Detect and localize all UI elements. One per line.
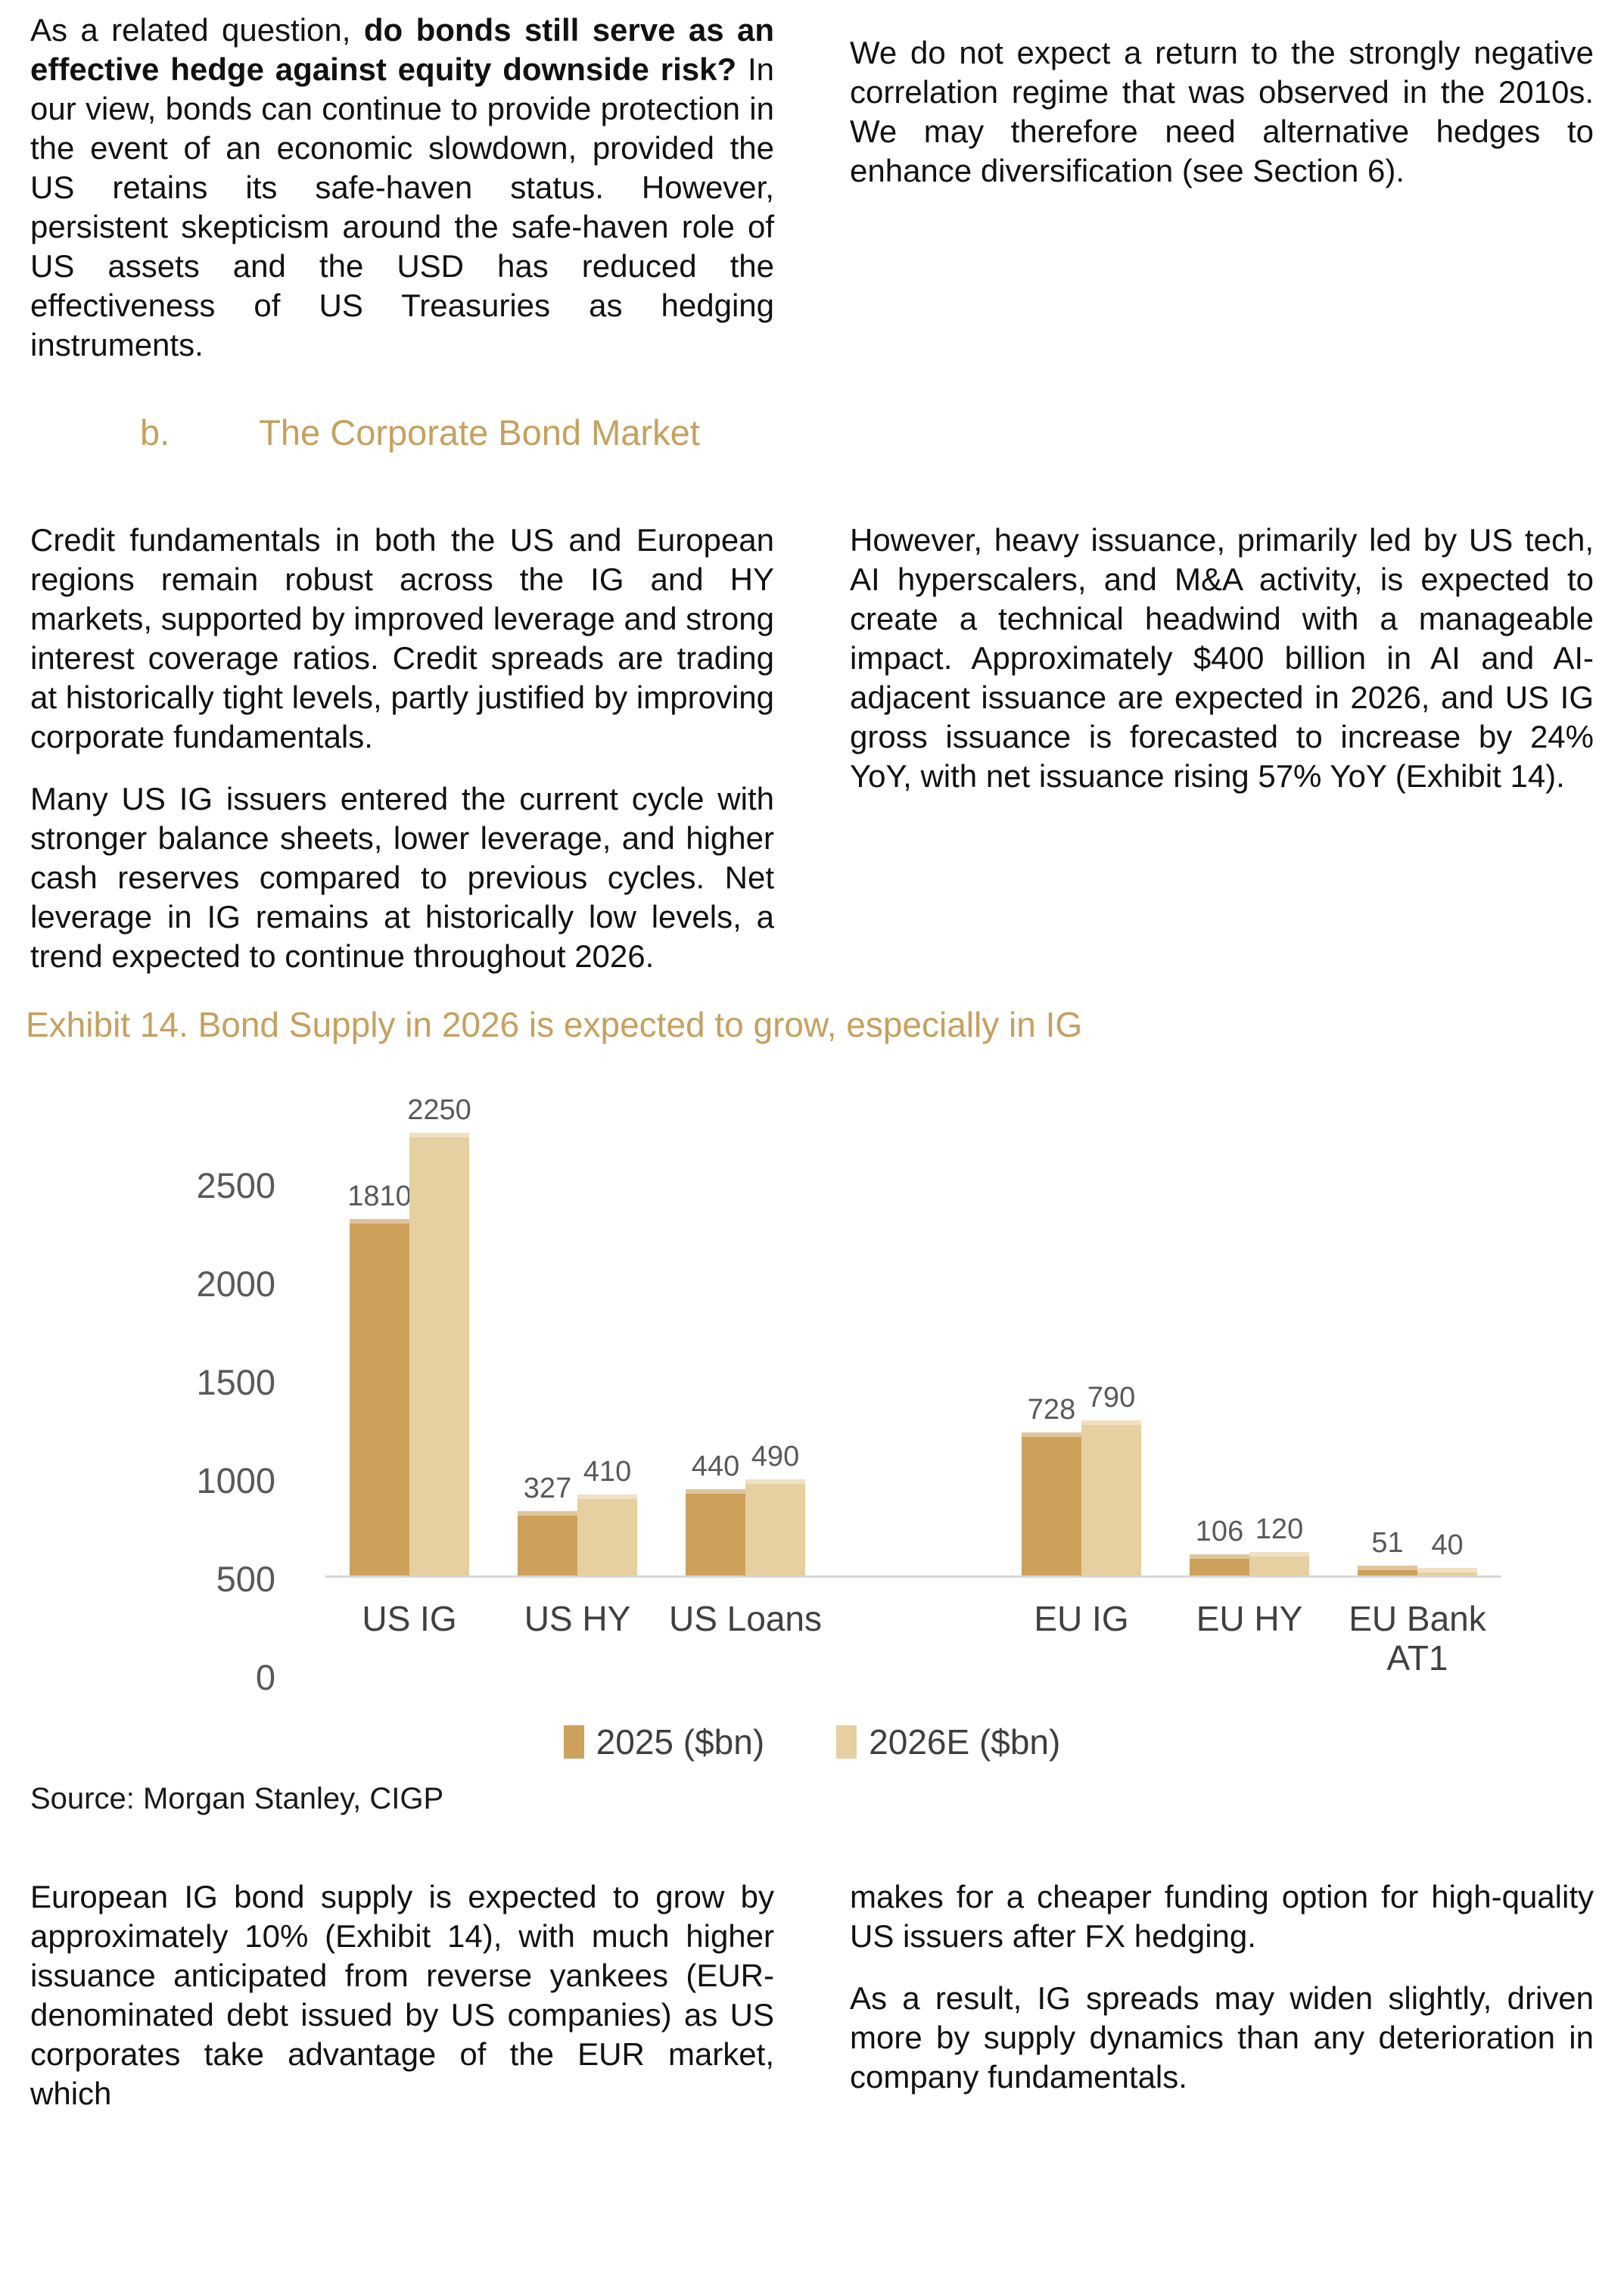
bottom-text-band: European IG bond supply is expected to g…	[30, 1877, 1594, 2113]
legend-item: 2026E ($bn)	[836, 1721, 1060, 1762]
bar-group: 728 790	[997, 1084, 1165, 1575]
bar-value-label: 1810	[347, 1180, 412, 1212]
paragraph-bonds-hedge: As a related question, do bonds still se…	[30, 11, 774, 365]
bar	[409, 1133, 469, 1575]
bar	[577, 1494, 637, 1575]
bar-group: 106 120	[1165, 1084, 1333, 1575]
bar-value-label: 490	[751, 1441, 800, 1473]
legend-swatch	[563, 1725, 584, 1759]
bar-value-label: 2250	[407, 1094, 471, 1126]
legend-swatch	[836, 1725, 857, 1759]
bar-column: 490	[745, 1440, 805, 1575]
y-tick-label: 500	[216, 1559, 275, 1599]
bar	[745, 1479, 805, 1575]
paragraph-heavy-issuance: However, heavy issuance, primarily led b…	[850, 522, 1594, 794]
category-label: EU HY	[1196, 1599, 1303, 1638]
category-label: US IG	[362, 1599, 457, 1638]
bar-group: 51 40	[1333, 1084, 1501, 1575]
bar-group: 327 410	[493, 1084, 661, 1575]
bar-column: 1810	[347, 1180, 412, 1575]
x-axis-labels: US IG US HY US Loans EU IG EU HY EU Bank AT1	[325, 1599, 1501, 1678]
bar-value-label: 410	[583, 1456, 632, 1488]
bar-value-label: 120	[1255, 1513, 1304, 1545]
bar-value-label: 790	[1087, 1382, 1136, 1414]
bar	[518, 1511, 577, 1575]
y-tick-label: 2000	[196, 1264, 275, 1304]
x-axis-line	[325, 1575, 1501, 1578]
plot-area: 1810 2250 327 410 440 490 728 790 106 120 51 40	[325, 1084, 1501, 1575]
paragraph-credit-fundamentals: Credit fundamentals in both the US and E…	[30, 522, 774, 754]
bar-value-label: 40	[1431, 1529, 1464, 1561]
paragraph-european-ig-supply: European IG bond supply is expected to g…	[30, 1879, 774, 2111]
paragraph-cheaper-funding: makes for a cheaper funding option for h…	[850, 1879, 1594, 1954]
bar-column: 2250	[407, 1093, 471, 1575]
bar	[1190, 1554, 1249, 1575]
bar	[1358, 1566, 1417, 1575]
category-label: EU Bank AT1	[1349, 1599, 1486, 1678]
chart-legend: 2025 ($bn) 2026E ($bn)	[30, 1721, 1594, 1762]
legend-label: 2025 ($bn)	[596, 1722, 765, 1762]
mid-left-column: Credit fundamentals in both the US and E…	[30, 521, 774, 976]
bottom-right-column: makes for a cheaper funding option for h…	[850, 1877, 1594, 2113]
bar	[686, 1489, 745, 1575]
bottom-left-column: European IG bond supply is expected to g…	[30, 1877, 774, 2113]
bar	[1249, 1552, 1309, 1575]
bar-value-label: 327	[523, 1473, 572, 1504]
category-label: EU IG	[1034, 1599, 1129, 1638]
bar-group: 1810 2250	[325, 1084, 493, 1575]
section-heading: b. The Corporate Bond Market	[30, 412, 1594, 454]
paragraph-ig-spreads: As a result, IG spreads may widen slight…	[850, 1980, 1594, 2095]
bar-value-label: 440	[691, 1451, 740, 1482]
bar-value-label: 106	[1195, 1516, 1244, 1547]
category-spacer	[829, 1599, 997, 1678]
bar	[350, 1219, 409, 1575]
group-spacer	[829, 1084, 997, 1575]
exhibit-title: Exhibit 14. Bond Supply in 2026 is expec…	[26, 1005, 1083, 1044]
top-text-band: As a related question, do bonds still se…	[30, 11, 1594, 365]
mid-text-band: Credit fundamentals in both the US and E…	[30, 521, 1594, 976]
bar-value-label: 51	[1371, 1527, 1404, 1559]
y-tick-label: 0	[255, 1657, 275, 1697]
source-note: Source: Morgan Stanley, CIGP	[30, 1782, 444, 1815]
plot-wrap: 1810 2250 327 410 440 490 728 790 106 120 51 40 US …	[325, 1084, 1501, 1678]
bar-column: 440	[686, 1450, 745, 1575]
paragraph-correlation-regime: We do not expect a return to the strongl…	[850, 35, 1594, 188]
legend-item: 2025 ($bn)	[563, 1721, 765, 1762]
paragraph-text: In our view, bonds can continue to provi…	[30, 51, 774, 362]
legend-label: 2026E ($bn)	[869, 1722, 1061, 1762]
bar	[1022, 1432, 1081, 1575]
bar-column: 106	[1190, 1515, 1249, 1575]
paragraph-text: As a related question,	[30, 12, 364, 48]
section-heading-title: The Corporate Bond Market	[259, 412, 700, 453]
category-label: US HY	[524, 1599, 631, 1638]
y-tick-label: 1500	[196, 1362, 275, 1402]
bar-column: 410	[577, 1455, 637, 1575]
bar	[1081, 1420, 1141, 1575]
bar-column: 40	[1417, 1529, 1477, 1575]
bar-column: 327	[518, 1472, 577, 1575]
mid-right-column: However, heavy issuance, primarily led b…	[850, 521, 1594, 976]
bar-group: 440 490	[661, 1084, 829, 1575]
category-label: US Loans	[668, 1599, 822, 1638]
bond-supply-bar-chart: 0 500 1000 1500 2000 2500 1810 2250 327 410 440 49…	[30, 1084, 1594, 1762]
bar-column: 120	[1249, 1513, 1309, 1575]
chart-body: 0 500 1000 1500 2000 2500 1810 2250 327 410 440 49…	[98, 1084, 1594, 1697]
bold-text: do bonds still serve as an effective hed…	[30, 12, 775, 87]
bar	[1417, 1568, 1477, 1575]
y-tick-label: 1000	[196, 1460, 275, 1501]
bar-column: 728	[1022, 1393, 1081, 1575]
bar-value-label: 728	[1027, 1394, 1076, 1426]
y-axis: 0 500 1000 1500 2000 2500	[98, 1166, 325, 1697]
section-heading-index: b.	[140, 412, 170, 453]
y-tick-label: 2500	[196, 1165, 275, 1205]
bar-column: 790	[1081, 1381, 1141, 1575]
bar-column: 51	[1358, 1526, 1417, 1575]
paragraph-us-ig-issuers: Many US IG issuers entered the current c…	[30, 781, 774, 974]
